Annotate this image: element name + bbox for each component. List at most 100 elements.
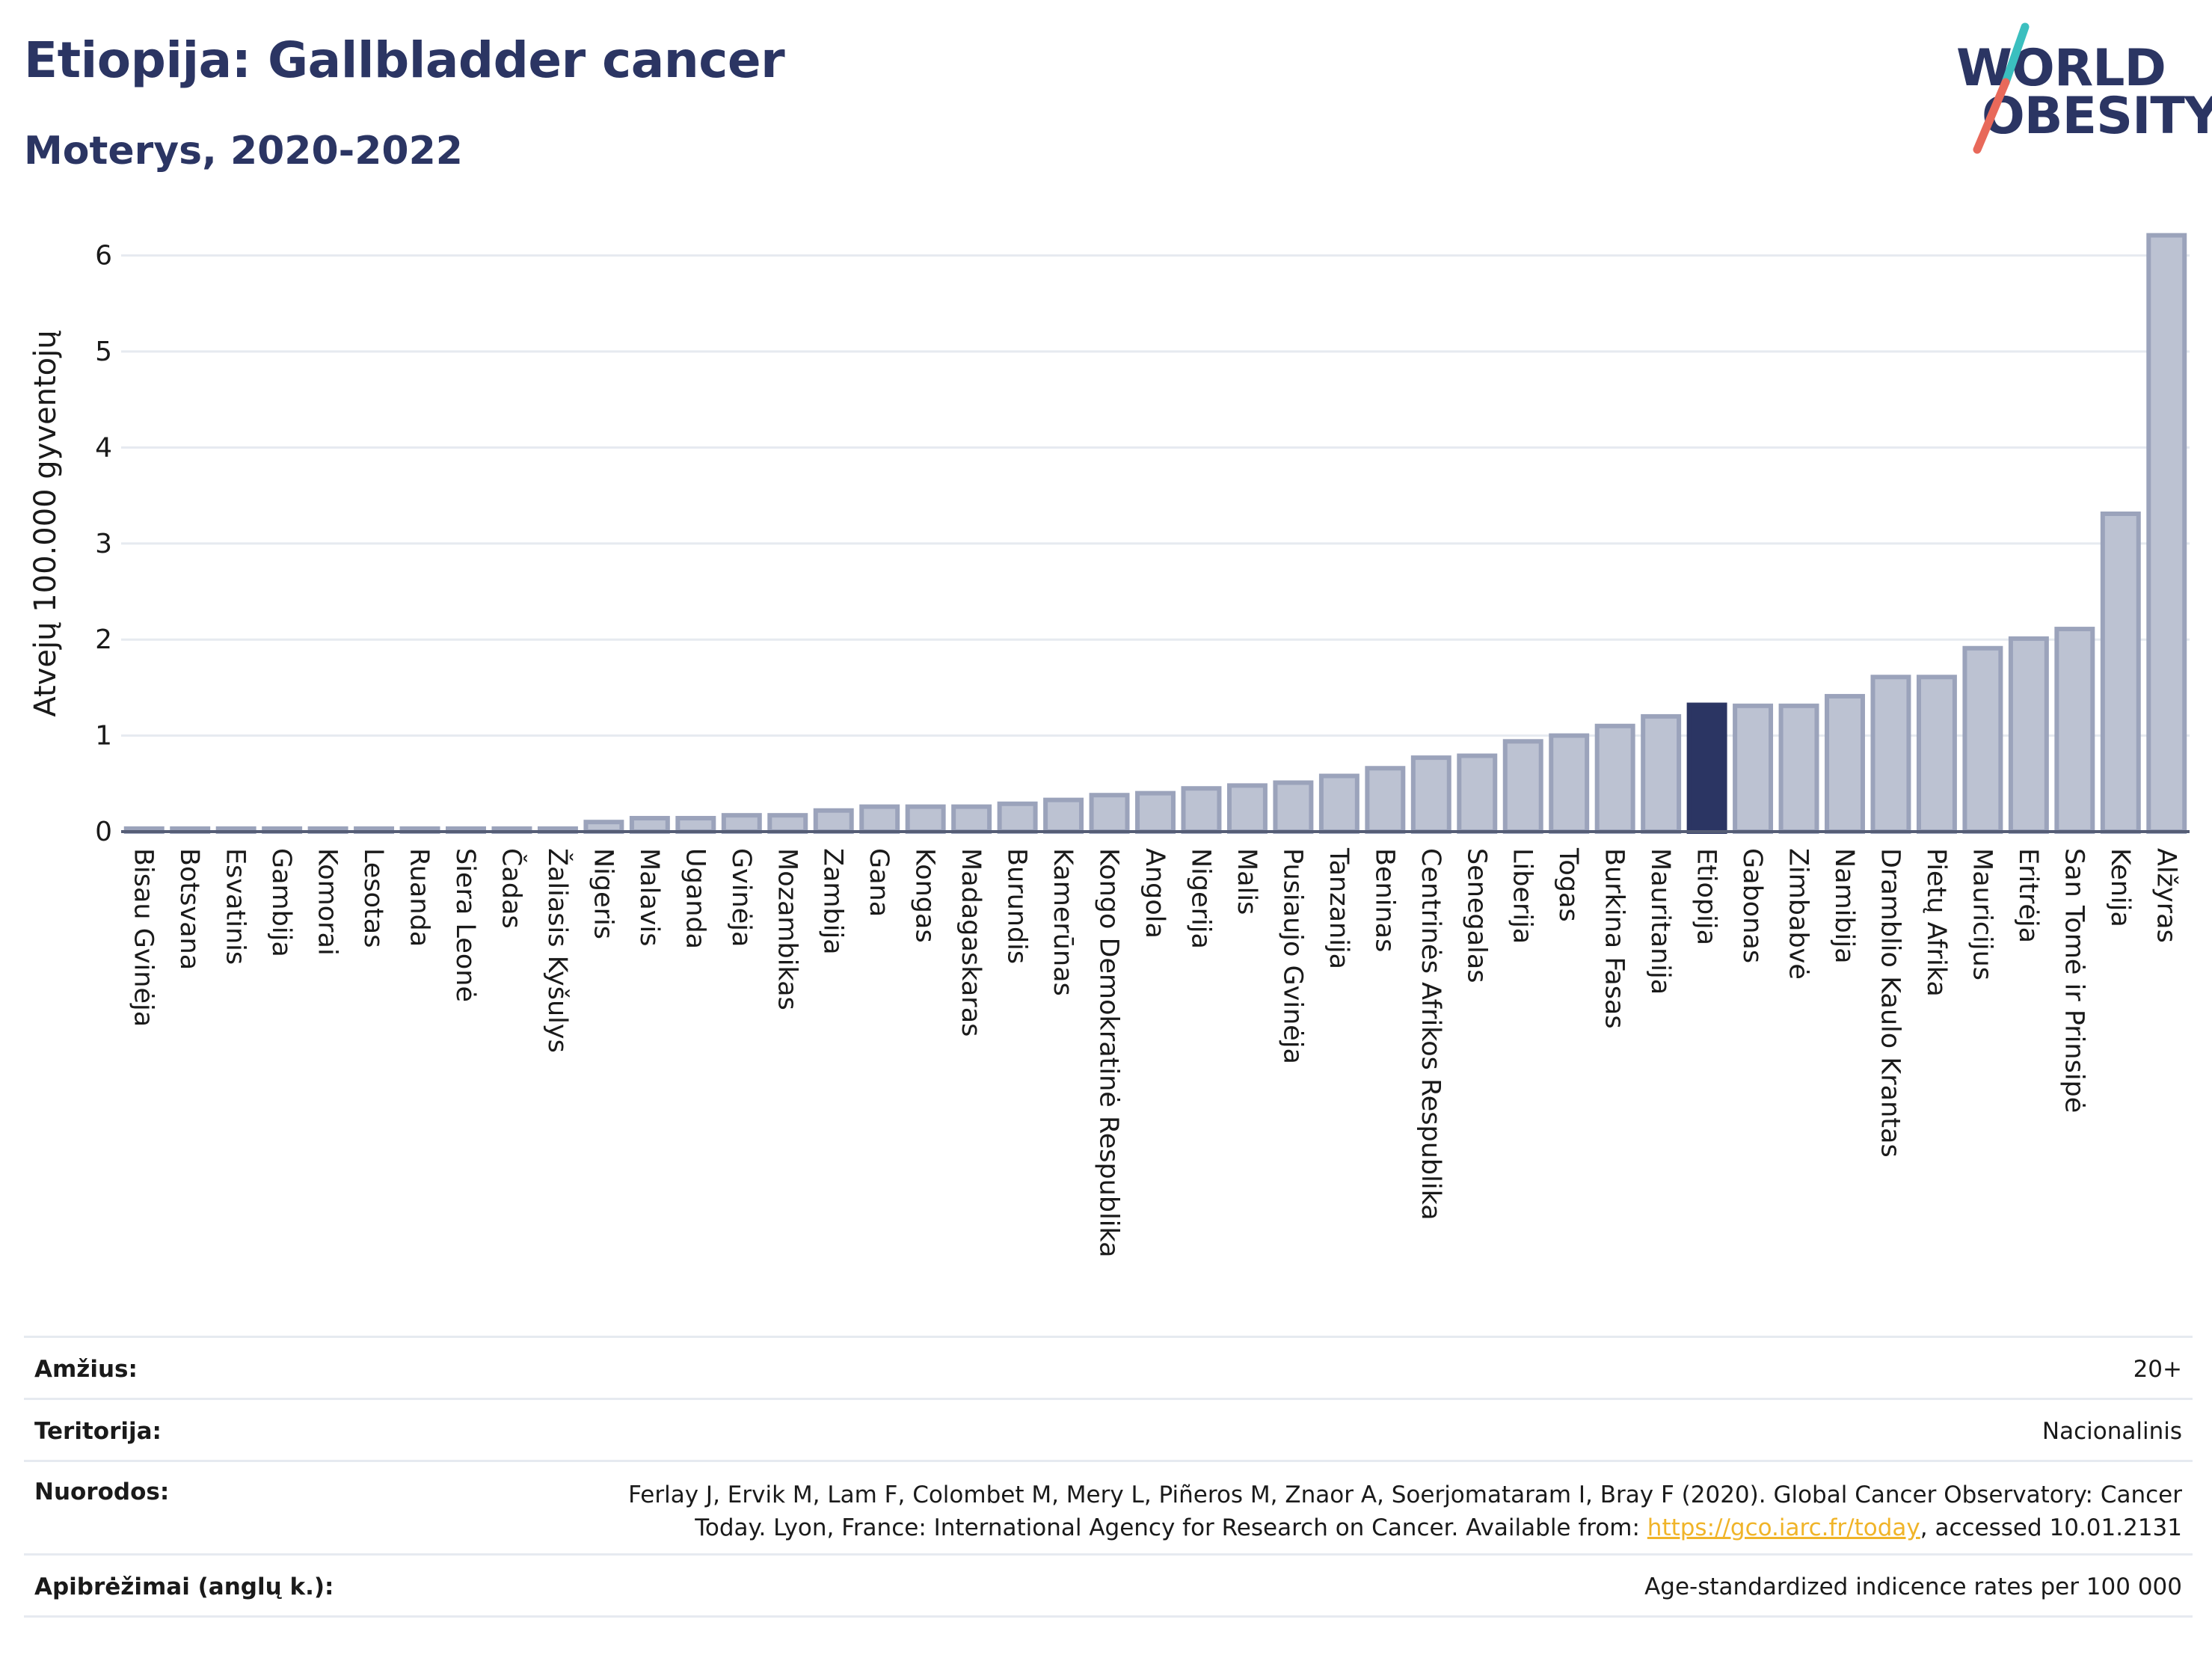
x-tick-label: Senegalas — [1461, 848, 1491, 983]
world-obesity-logo: WORLD OBESITY — [1944, 22, 2212, 157]
bar-malis — [1226, 783, 1268, 835]
x-tick-label: Tanzanija — [1324, 847, 1354, 969]
y-tick-label: 2 — [95, 624, 112, 655]
reference-text-pre: Today. Lyon, France: International Agenc… — [695, 1514, 1647, 1541]
reference-link[interactable]: https://gco.iarc.fr/today — [1647, 1514, 1920, 1541]
bars — [123, 233, 2187, 835]
bar-pusiaujo-gvinėja — [1273, 780, 1314, 834]
y-axis-title: Atvejų 100.000 gyventojų — [28, 330, 63, 716]
info-table: Amžius: 20+ Teritorija: Nacionalinis Nuo… — [24, 1336, 2193, 1618]
y-tick-label: 4 — [95, 432, 112, 463]
x-tick-label: Burkina Fasas — [1600, 848, 1629, 1029]
x-tick-label: Togas — [1553, 847, 1583, 922]
info-value-territory: Nacionalinis — [2042, 1418, 2182, 1445]
x-tick-label: Malis — [1232, 848, 1262, 915]
info-label-references: Nuorodos: — [34, 1479, 170, 1505]
bar-gvinėja — [721, 813, 762, 834]
info-value-age: 20+ — [2133, 1356, 2182, 1383]
bar-zimbabvė — [1778, 703, 1819, 835]
x-tick-label: Alžyras — [2151, 848, 2181, 943]
x-tick-label: Nigeris — [588, 848, 618, 939]
info-row-territory: Teritorija: Nacionalinis — [24, 1398, 2193, 1460]
y-tick-label: 0 — [95, 817, 112, 847]
bar-uganda — [675, 816, 716, 835]
bar-kamerūnas — [1043, 797, 1084, 835]
x-tick-label: Komorai — [313, 848, 342, 956]
bar-liberija — [1502, 739, 1543, 835]
bar-eritrėja — [2008, 636, 2049, 835]
chart-title: Etiopija: Gallbladder cancer — [24, 31, 785, 89]
x-tick-label: Esvatinis — [221, 848, 251, 965]
bar-gana — [859, 804, 900, 834]
x-tick-label: Žaliasis Kyšulys — [542, 848, 574, 1053]
info-label-territory: Teritorija: — [34, 1418, 162, 1445]
bar-mauritanija — [1641, 713, 1682, 834]
bar-san-tomė-ir-prinsipė — [2054, 627, 2095, 834]
bar-burundis — [997, 801, 1038, 835]
x-tick-label: Mauritanija — [1645, 848, 1675, 995]
logo-slash-icon — [1973, 22, 2030, 154]
x-tick-label: Gvinėja — [726, 848, 756, 947]
y-axis-labels: 0 1 2 3 4 5 6 — [95, 241, 112, 847]
bar-etiopija — [1686, 702, 1727, 835]
x-tick-label: Etiopija — [1692, 848, 1721, 945]
info-row-references: Nuorodos: Ferlay J, Ervik M, Lam F, Colo… — [24, 1460, 2193, 1553]
bar-nigerija — [1181, 786, 1222, 834]
x-tick-label: Madagaskaras — [956, 848, 986, 1037]
x-tick-label: Lesotas — [358, 848, 388, 948]
bar-mozambikas — [767, 813, 808, 834]
info-row-definitions: Apibrėžimai (anglų k.): Age-standardized… — [24, 1553, 2193, 1618]
bar-mauricijus — [1962, 645, 2003, 834]
y-tick-label: 6 — [95, 241, 112, 271]
x-tick-label: Pusiaujo Gvinėja — [1277, 848, 1307, 1064]
grid-lines — [121, 254, 2190, 737]
x-tick-label: Dramblio Kaulo Krantas — [1875, 848, 1905, 1158]
bar-namibija — [1825, 693, 1865, 834]
y-tick-label: 5 — [95, 337, 112, 367]
bar-kongo-demokratinė-respublika — [1089, 793, 1130, 835]
bar-pietų-afrika — [1916, 675, 1957, 834]
x-tick-label: Namibija — [1829, 848, 1859, 964]
bar-centrinės-afrikos-respublika — [1410, 755, 1451, 835]
reference-line-2: Today. Lyon, France: International Agenc… — [628, 1511, 2182, 1544]
bar-togas — [1549, 733, 1590, 834]
x-tick-label: Mozambikas — [772, 848, 802, 1010]
x-tick-label: Burundis — [1002, 848, 1032, 964]
bar-malavis — [629, 816, 670, 835]
bar-angola — [1135, 790, 1176, 835]
x-tick-label: Nigerija — [1185, 848, 1215, 949]
info-row-age: Amžius: 20+ — [24, 1336, 2193, 1398]
x-tick-label: Mauricijus — [1967, 848, 1997, 980]
bar-beninas — [1365, 766, 1406, 834]
y-tick-label: 1 — [95, 721, 112, 752]
x-tick-label: Siera Leonė — [450, 848, 480, 1002]
bar-madagaskaras — [951, 804, 992, 834]
x-tick-label: Ruanda — [405, 848, 434, 947]
bar-gabonas — [1733, 703, 1774, 835]
reference-line-1: Ferlay J, Ervik M, Lam F, Colombet M, Me… — [628, 1481, 2182, 1508]
info-value-references: Ferlay J, Ervik M, Lam F, Colombet M, Me… — [628, 1479, 2182, 1544]
bar-burkina-fasas — [1594, 723, 1635, 835]
logo-line-obesity: OBESITY — [1982, 87, 2212, 146]
x-tick-label: Kamerūnas — [1048, 848, 1078, 996]
x-tick-label: Gana — [864, 848, 894, 917]
y-tick-label: 3 — [95, 529, 112, 559]
x-tick-label: Kongo Demokratinė Respublika — [1094, 848, 1124, 1258]
x-tick-label: Liberija — [1508, 848, 1537, 944]
logo-line-world: WORLD — [1956, 39, 2166, 98]
bar-kongas — [905, 804, 946, 834]
info-label-age: Amžius: — [34, 1356, 138, 1383]
x-tick-label: Kongas — [910, 848, 940, 943]
bar-kenija — [2100, 511, 2141, 834]
chart-subtitle: Moterys, 2020-2022 — [24, 129, 463, 174]
x-tick-label: Gabonas — [1737, 848, 1767, 963]
bar-dramblio-kaulo-krantas — [1870, 675, 1911, 834]
bar-alžyras — [2146, 233, 2187, 834]
x-tick-label: Botsvana — [174, 848, 204, 970]
x-tick-label: Eritrėja — [2013, 848, 2043, 943]
bar-tanzanija — [1318, 773, 1360, 834]
x-tick-label: Centrinės Afrikos Respublika — [1416, 848, 1446, 1220]
x-tick-label: San Tomė ir Prinsipė — [2059, 848, 2089, 1113]
bar-zambija — [813, 808, 854, 834]
x-tick-label: Pietų Afrika — [1921, 848, 1951, 997]
